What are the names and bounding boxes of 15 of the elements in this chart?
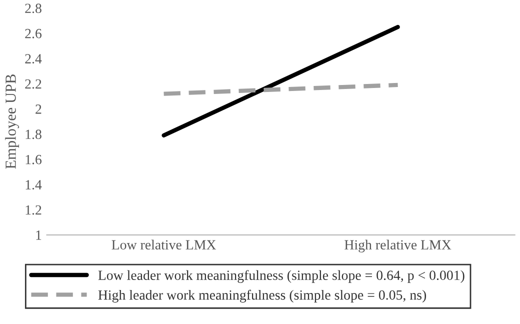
- y-tick-label: 1: [36, 230, 42, 240]
- y-axis-title: Employee UPB: [5, 74, 20, 169]
- y-tick-label: 2.8: [25, 4, 42, 14]
- y-tick-label: 2.6: [25, 28, 42, 38]
- y-tick-label: 2.4: [25, 54, 42, 64]
- legend-label: High leader work meaningfulness (simple slope = 0.05, ns): [98, 290, 426, 303]
- y-tick-label: 1.8: [26, 130, 42, 140]
- x-tick-label: High relative LMX: [344, 240, 452, 252]
- y-tick-label: 1.4: [26, 180, 42, 190]
- x-tick-label: Low relative LMX: [112, 240, 216, 250]
- y-tick-label: 1.2: [26, 205, 42, 215]
- y-tick-label: 2: [36, 104, 42, 114]
- y-tick-label: 2.2: [25, 79, 42, 89]
- y-tick-label: 1.6: [26, 154, 42, 164]
- legend-label: Low leader work meaningfulness (simple slope = 0.64, p < 0.001): [98, 270, 464, 283]
